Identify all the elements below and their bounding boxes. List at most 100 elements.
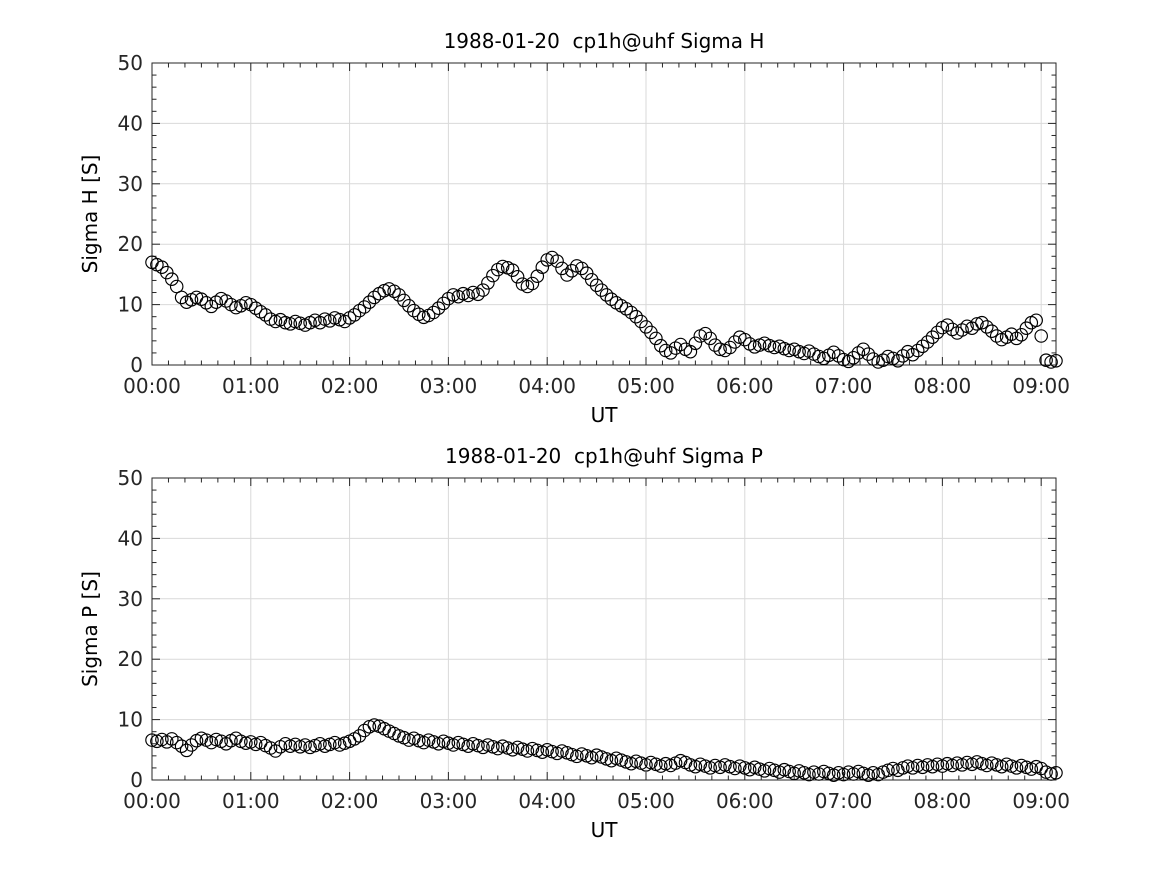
data-point [387, 284, 401, 299]
x-axis-label: UT [591, 818, 619, 842]
data-point [698, 326, 713, 341]
y-tick-label: 0 [130, 768, 143, 792]
panel-title: 1988-01-20 cp1h@uhf Sigma P [445, 444, 763, 468]
x-tick-label: 06:00 [716, 789, 774, 813]
data-point [826, 345, 841, 360]
data-point [599, 288, 614, 302]
data-point [767, 340, 782, 355]
y-tick-label: 30 [118, 587, 143, 611]
data-point [945, 322, 960, 337]
x-tick-label: 04:00 [518, 374, 576, 398]
x-tick-label: 00:00 [123, 789, 181, 813]
plot-area-border [151, 477, 1057, 781]
data-point [244, 297, 258, 312]
data-point [402, 299, 416, 313]
sigma-h-panel: 00:00 01:00 02:00 03:00 04:00 05:00 06:00 07:00… [78, 29, 1070, 427]
data-point [481, 276, 495, 290]
data-point [194, 292, 209, 306]
x-tick-label: 03:00 [420, 374, 478, 398]
data-point [525, 276, 540, 291]
data-point [510, 270, 525, 284]
data-point [688, 336, 703, 351]
data-point [654, 338, 668, 353]
x-tick-label: 05:00 [617, 789, 675, 813]
data-point [471, 287, 485, 302]
data-point [1049, 766, 1063, 780]
data-point [145, 733, 159, 747]
data-point [367, 718, 382, 732]
data-point [179, 743, 194, 758]
data-point [891, 354, 905, 368]
y-tick-label: 20 [118, 647, 143, 671]
data-point [352, 729, 367, 743]
data-point [896, 349, 910, 363]
x-tick-label: 00:00 [123, 374, 181, 398]
data-point [1034, 329, 1048, 343]
data-point [703, 331, 717, 346]
data-point [352, 303, 367, 318]
x-tick-label: 09:00 [1012, 374, 1070, 398]
data-point [910, 343, 925, 358]
data-point [550, 254, 564, 268]
data-point [846, 351, 861, 365]
data-point [495, 259, 510, 274]
data-point [589, 278, 604, 293]
x-tick-label: 01:00 [222, 789, 280, 813]
data-point [782, 343, 796, 358]
x-tick-label: 03:00 [420, 789, 478, 813]
x-tick-label: 01:00 [222, 374, 280, 398]
data-point [165, 272, 179, 286]
data-point [856, 342, 871, 357]
data-point [1044, 767, 1058, 781]
data-point [278, 315, 293, 330]
data-point [728, 335, 742, 349]
data-point [925, 330, 940, 344]
x-tick-label: 08:00 [914, 374, 972, 398]
x-tick-label: 09:00 [1012, 789, 1070, 813]
data-point [199, 296, 214, 310]
data-point [975, 315, 989, 330]
x-tick-label: 04:00 [518, 789, 576, 813]
tick-labels: 00:00 01:00 02:00 03:00 04:00 05:00 06:00 07:00… [118, 466, 1070, 813]
grid-lines [152, 478, 1056, 780]
y-tick-label: 30 [118, 172, 143, 196]
panel-title: 1988-01-20 cp1h@uhf Sigma H [444, 29, 765, 53]
data-point [155, 260, 169, 274]
data-point [594, 283, 609, 297]
data-point [313, 315, 327, 330]
data-point [851, 346, 866, 360]
data-point [683, 344, 698, 359]
data-point [407, 303, 421, 318]
x-tick-label: 05:00 [617, 374, 675, 398]
data-point [565, 264, 579, 278]
data-point [476, 283, 490, 297]
data-point [184, 738, 199, 752]
data-point [441, 291, 456, 306]
data-point [861, 347, 876, 361]
data-point [713, 342, 727, 357]
data-point [930, 325, 945, 340]
y-tick-label: 50 [118, 51, 143, 75]
data-point [174, 739, 189, 753]
y-tick-label: 0 [130, 353, 143, 377]
data-point [560, 268, 574, 282]
y-tick-label: 10 [118, 708, 143, 732]
data-point [1029, 313, 1043, 328]
data-point [362, 295, 377, 309]
data-point [169, 735, 184, 750]
data-point [248, 301, 263, 315]
axis-ticks [151, 62, 1056, 366]
tick-labels: 00:00 01:00 02:00 03:00 04:00 05:00 06:00 07:00… [118, 51, 1070, 398]
data-point [367, 290, 382, 305]
y-tick-label: 40 [118, 111, 143, 135]
data-point [980, 320, 994, 334]
data-point [841, 354, 856, 369]
x-axis-label: UT [591, 403, 619, 427]
data-point [209, 295, 223, 309]
y-tick-label: 50 [118, 466, 143, 490]
data-point [634, 314, 648, 329]
grid-lines [152, 63, 1056, 365]
x-tick-label: 02:00 [321, 374, 379, 398]
x-tick-label: 02:00 [321, 789, 379, 813]
